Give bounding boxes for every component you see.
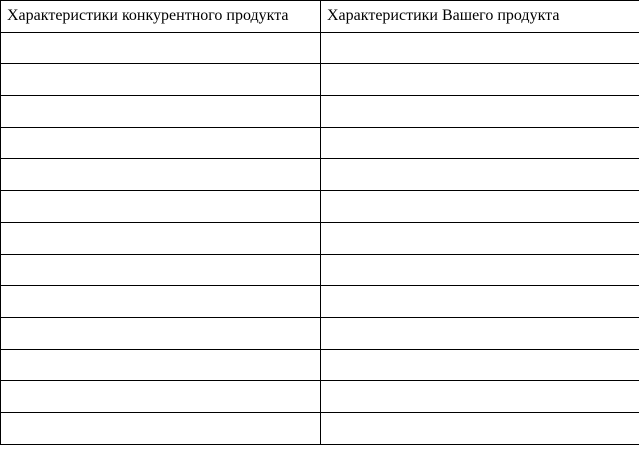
table-cell[interactable] — [0, 31, 321, 65]
table-row — [0, 31, 639, 65]
table-cell[interactable] — [0, 221, 321, 255]
header-competitor-characteristics: Характеристики конкурентного продукта — [0, 0, 321, 33]
table-cell[interactable] — [320, 316, 639, 350]
table-cell[interactable] — [320, 253, 639, 287]
table-cell[interactable] — [320, 221, 639, 255]
table-cell[interactable] — [320, 95, 639, 128]
header-your-product-characteristics: Характеристики Вашего продукта — [320, 0, 639, 33]
table-cell[interactable] — [0, 348, 321, 382]
table-cell[interactable] — [320, 126, 639, 160]
table-cell[interactable] — [0, 316, 321, 350]
table-cell[interactable] — [320, 63, 639, 97]
table-cell[interactable] — [320, 285, 639, 318]
table-cell[interactable] — [0, 126, 321, 160]
table-row — [0, 316, 639, 350]
table-cell[interactable] — [320, 348, 639, 382]
table-cell[interactable] — [0, 63, 321, 97]
table-row — [0, 158, 639, 192]
table-cell[interactable] — [320, 190, 639, 223]
table-cell[interactable] — [0, 95, 321, 128]
header-row: Характеристики конкурентного продукта Ха… — [0, 0, 639, 33]
table-cell[interactable] — [320, 31, 639, 65]
table-row — [0, 126, 639, 160]
table-cell[interactable] — [0, 190, 321, 223]
table-cell[interactable] — [320, 411, 639, 445]
table-cell[interactable] — [320, 380, 639, 413]
table-cell[interactable] — [0, 158, 321, 192]
table-row — [0, 348, 639, 382]
table-cell[interactable] — [0, 411, 321, 445]
table-cell[interactable] — [0, 380, 321, 413]
table-row — [0, 63, 639, 97]
table-row — [0, 253, 639, 287]
table-cell[interactable] — [0, 253, 321, 287]
table-row — [0, 95, 639, 128]
table-cell[interactable] — [320, 158, 639, 192]
table-row — [0, 380, 639, 413]
table-row — [0, 285, 639, 318]
table-cell[interactable] — [0, 285, 321, 318]
table-row — [0, 221, 639, 255]
table-row — [0, 411, 639, 445]
table-row — [0, 190, 639, 223]
comparison-table: Характеристики конкурентного продукта Ха… — [0, 0, 639, 445]
